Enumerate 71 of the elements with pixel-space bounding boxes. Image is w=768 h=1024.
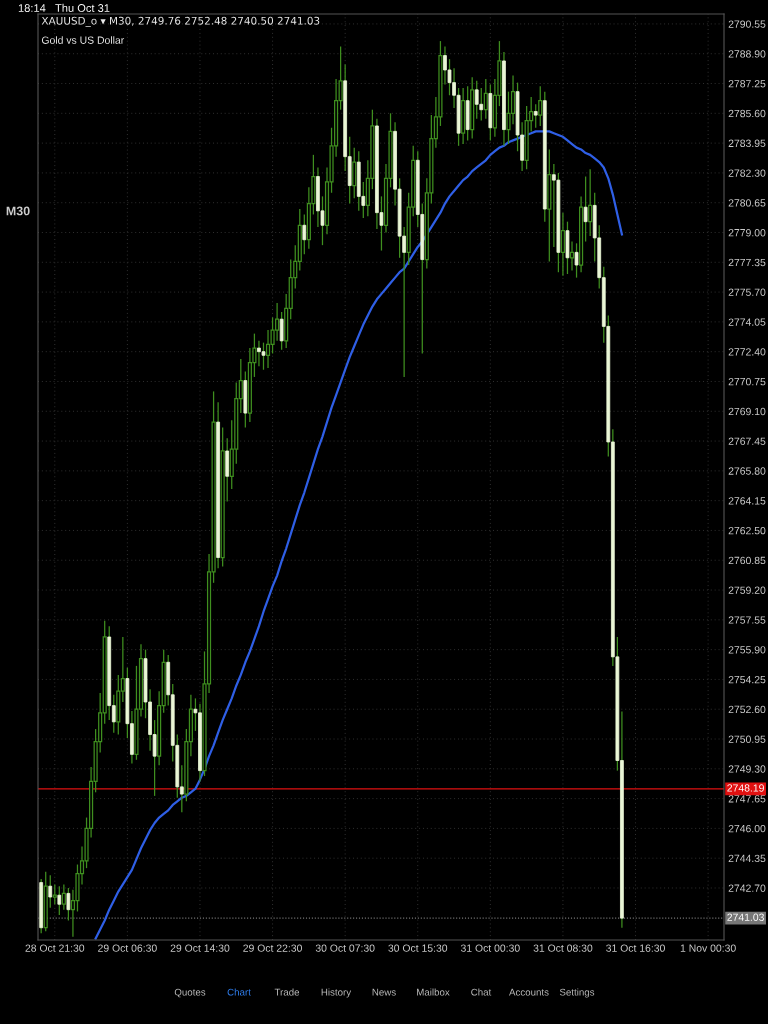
candlestick — [483, 78, 488, 120]
text: History — [321, 988, 352, 998]
x-tick-label: 28 Oct 21:30 — [25, 944, 85, 952]
candlestick — [265, 329, 271, 369]
x-tick-label: 31 Oct 08:30 — [533, 944, 593, 952]
y-tick-label: 2790.55 — [728, 20, 766, 28]
y-tick-label: 2755.90 — [728, 646, 766, 654]
y-tick-label: 2772.40 — [728, 348, 766, 356]
candlestick — [533, 103, 538, 129]
y-tick-label: 2787.25 — [728, 80, 766, 88]
text: 18:14 — [18, 4, 46, 12]
y-tick-label: 2775.70 — [728, 288, 766, 296]
candlestick — [560, 212, 566, 277]
text: Gold vs US Dollar — [41, 36, 125, 44]
y-tick-label: 2774.05 — [728, 318, 766, 326]
y-tick-label: 2783.95 — [728, 139, 766, 147]
y-tick-label: 2759.20 — [728, 586, 766, 594]
chart-title: XAUUSD_o ▾ M30, 2749.76 2752.48 2740.50 2741.03 — [41, 16, 320, 27]
text: M30 — [6, 206, 30, 216]
candlestick — [569, 240, 575, 272]
text: Trade — [274, 988, 300, 996]
y-tick-label: 2744.35 — [728, 854, 766, 863]
candlestick — [52, 883, 57, 905]
x-tick-label: 1 Nov 00:30 — [680, 944, 736, 952]
x-tick-label: 29 Oct 06:30 — [98, 944, 157, 952]
y-tick-label: 2752.60 — [728, 705, 766, 714]
text: Thu Oct 31 — [55, 3, 110, 12]
candlestick — [588, 168, 593, 237]
y-tick-label: 2762.50 — [728, 526, 766, 535]
y-tick-label: 2770.75 — [728, 377, 766, 386]
ref-line-label: 2741.03 — [727, 913, 764, 921]
y-tick-label: 2742.70 — [728, 884, 766, 892]
y-tick-label: 2764.15 — [728, 497, 766, 505]
x-tick-label: 30 Oct 15:30 — [388, 944, 448, 952]
y-tick-label: 2760.85 — [728, 556, 766, 565]
text: Mailbox — [417, 988, 450, 996]
x-tick-label: 30 Oct 07:30 — [315, 944, 375, 952]
candlestick — [352, 147, 357, 199]
candlestick — [479, 87, 484, 122]
y-tick-label: 2765.80 — [728, 467, 766, 475]
y-tick-label: 2779.00 — [728, 229, 766, 237]
y-tick-label: 2780.65 — [728, 199, 766, 207]
text: News — [372, 988, 396, 996]
text: Accounts — [509, 988, 549, 996]
text: Quotes — [174, 988, 206, 998]
text: Settings — [559, 988, 595, 998]
line-series — [94, 130, 624, 940]
y-tick-label: 2782.30 — [728, 169, 766, 177]
y-tick-label: 2767.45 — [728, 437, 766, 445]
y-tick-label: 2769.10 — [728, 407, 766, 416]
y-tick-label: 2785.60 — [728, 109, 766, 118]
text: Chat — [471, 988, 492, 996]
text: Chart — [227, 988, 251, 996]
x-tick-label: 31 Oct 16:30 — [606, 944, 665, 952]
y-tick-label: 2777.35 — [728, 258, 766, 267]
candlestick — [61, 883, 66, 911]
y-tick-label: 2754.25 — [728, 675, 766, 684]
candlestick — [57, 885, 62, 916]
y-tick-label: 2788.90 — [728, 50, 766, 58]
y-tick-label: 2746.00 — [728, 824, 766, 833]
x-tick-label: 31 Oct 00:30 — [460, 944, 520, 952]
y-tick-label: 2747.65 — [728, 795, 766, 803]
ref-line-label: 2748.19 — [727, 784, 764, 792]
candlestick — [538, 85, 543, 127]
y-tick-label: 2750.95 — [728, 735, 766, 743]
x-tick-label: 29 Oct 14:30 — [170, 944, 230, 952]
y-tick-label: 2757.55 — [728, 616, 766, 624]
candlestick — [279, 311, 284, 351]
candlestick — [261, 342, 266, 371]
x-tick-label: 29 Oct 22:30 — [243, 944, 302, 952]
y-tick-label: 2749.30 — [728, 765, 766, 773]
